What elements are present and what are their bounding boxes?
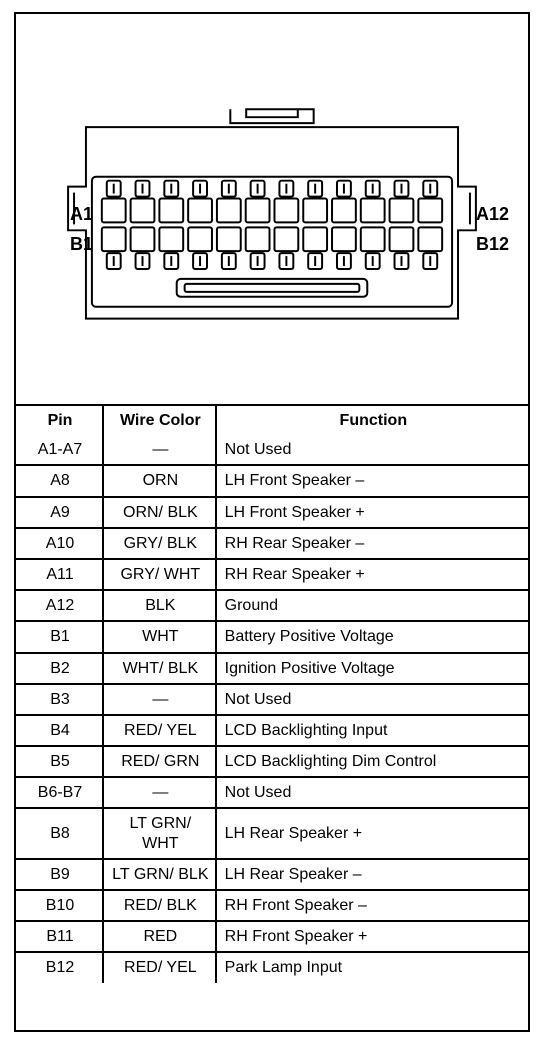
cell-wire-color: — [103, 435, 216, 465]
cell-pin: B5 [16, 746, 103, 777]
col-header-pin: Pin [16, 406, 103, 435]
cell-function: Ground [216, 590, 528, 621]
cell-pin: A11 [16, 559, 103, 590]
cell-wire-color: WHT [103, 621, 216, 652]
cell-function: Battery Positive Voltage [216, 621, 528, 652]
cell-wire-color: GRY/ BLK [103, 528, 216, 559]
table-row: B9LT GRN/ BLKLH Rear Speaker – [16, 859, 528, 890]
table-row: A8ORNLH Front Speaker – [16, 465, 528, 496]
cell-wire-color: LT GRN/ WHT [103, 808, 216, 858]
cell-wire-color: RED [103, 921, 216, 952]
cell-function: Not Used [216, 435, 528, 465]
table-row: A1-A7—Not Used [16, 435, 528, 465]
cell-wire-color: — [103, 684, 216, 715]
cell-pin: B12 [16, 952, 103, 982]
cell-wire-color: RED/ YEL [103, 952, 216, 982]
cell-pin: B9 [16, 859, 103, 890]
cell-function: Park Lamp Input [216, 952, 528, 982]
table-header-row: Pin Wire Color Function [16, 406, 528, 435]
table-row: B1WHTBattery Positive Voltage [16, 621, 528, 652]
cell-pin: A9 [16, 497, 103, 528]
cell-pin: B8 [16, 808, 103, 858]
cell-function: RH Front Speaker – [216, 890, 528, 921]
cell-pin: B11 [16, 921, 103, 952]
document-frame: A1 B1 A12 B12 Pin Wire Color Function A1… [14, 12, 530, 1032]
col-header-color: Wire Color [103, 406, 216, 435]
cell-function: LH Rear Speaker + [216, 808, 528, 858]
table-row: B3—Not Used [16, 684, 528, 715]
cell-wire-color: RED/ BLK [103, 890, 216, 921]
cell-function: LH Rear Speaker – [216, 859, 528, 890]
table-row: B12RED/ YELPark Lamp Input [16, 952, 528, 982]
cell-function: LH Front Speaker + [216, 497, 528, 528]
cell-wire-color: — [103, 777, 216, 808]
cell-wire-color: RED/ GRN [103, 746, 216, 777]
cell-function: Not Used [216, 684, 528, 715]
cell-wire-color: RED/ YEL [103, 715, 216, 746]
cell-wire-color: GRY/ WHT [103, 559, 216, 590]
cell-pin: A12 [16, 590, 103, 621]
cell-wire-color: ORN/ BLK [103, 497, 216, 528]
cell-wire-color: WHT/ BLK [103, 653, 216, 684]
table-row: B2WHT/ BLKIgnition Positive Voltage [16, 653, 528, 684]
cell-pin: B3 [16, 684, 103, 715]
cell-function: Ignition Positive Voltage [216, 653, 528, 684]
cell-pin: A10 [16, 528, 103, 559]
col-header-function: Function [216, 406, 528, 435]
page: A1 B1 A12 B12 Pin Wire Color Function A1… [0, 0, 544, 1054]
cell-function: LH Front Speaker – [216, 465, 528, 496]
cell-pin: B6-B7 [16, 777, 103, 808]
pinout-table: Pin Wire Color Function A1-A7—Not UsedA8… [16, 406, 528, 983]
cell-wire-color: ORN [103, 465, 216, 496]
table-row: A9ORN/ BLKLH Front Speaker + [16, 497, 528, 528]
label-b1: B1 [70, 234, 93, 255]
table-row: B6-B7—Not Used [16, 777, 528, 808]
cell-pin: B10 [16, 890, 103, 921]
cell-function: LCD Backlighting Input [216, 715, 528, 746]
table-row: B5RED/ GRNLCD Backlighting Dim Control [16, 746, 528, 777]
table-row: B4RED/ YELLCD Backlighting Input [16, 715, 528, 746]
cell-function: Not Used [216, 777, 528, 808]
cell-wire-color: LT GRN/ BLK [103, 859, 216, 890]
cell-function: RH Rear Speaker + [216, 559, 528, 590]
cell-pin: A1-A7 [16, 435, 103, 465]
label-b12: B12 [476, 234, 509, 255]
cell-function: RH Rear Speaker – [216, 528, 528, 559]
label-a12: A12 [476, 204, 509, 225]
cell-function: RH Front Speaker + [216, 921, 528, 952]
cell-pin: B1 [16, 621, 103, 652]
label-a1: A1 [70, 204, 93, 225]
table-row: B11REDRH Front Speaker + [16, 921, 528, 952]
table-row: A11GRY/ WHTRH Rear Speaker + [16, 559, 528, 590]
cell-pin: A8 [16, 465, 103, 496]
table-row: A10GRY/ BLKRH Rear Speaker – [16, 528, 528, 559]
cell-pin: B4 [16, 715, 103, 746]
cell-wire-color: BLK [103, 590, 216, 621]
connector-diagram: A1 B1 A12 B12 [16, 14, 528, 406]
cell-pin: B2 [16, 653, 103, 684]
table-row: B8LT GRN/ WHTLH Rear Speaker + [16, 808, 528, 858]
table-row: A12BLKGround [16, 590, 528, 621]
cell-function: LCD Backlighting Dim Control [216, 746, 528, 777]
table-row: B10RED/ BLKRH Front Speaker – [16, 890, 528, 921]
